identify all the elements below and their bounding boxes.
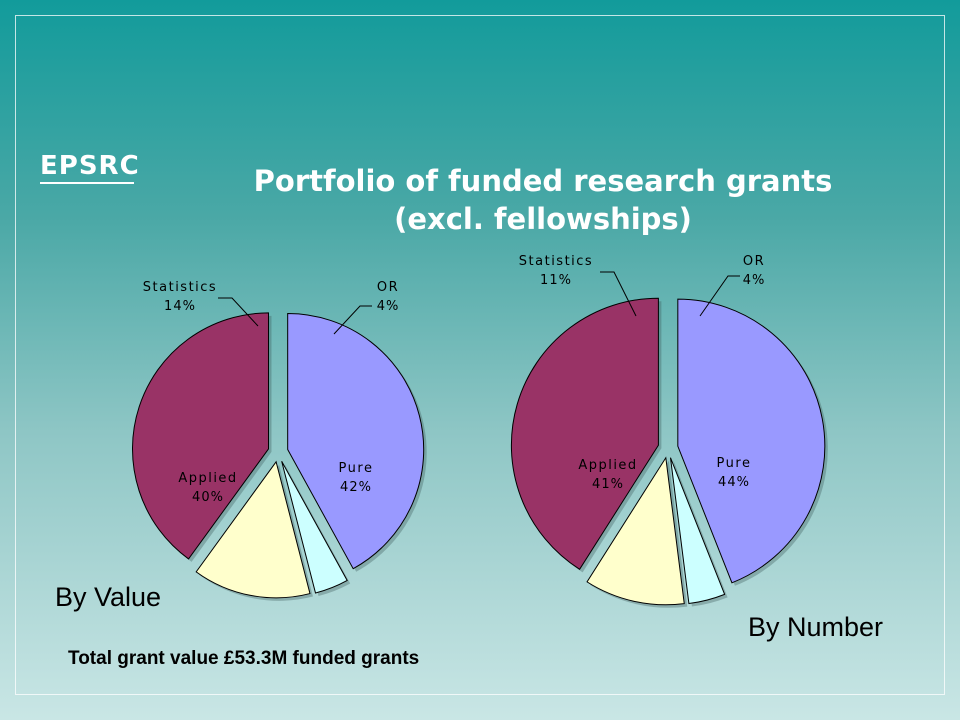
slice-label-or: OR xyxy=(743,254,765,269)
slice-statistics xyxy=(586,456,685,606)
slice-label-or: OR xyxy=(377,280,399,295)
slide-title: Portfolio of funded research grants (exc… xyxy=(180,162,906,238)
slice-pure xyxy=(677,298,826,584)
slice-label-statistics: Statistics xyxy=(519,254,593,269)
epsrc-logo: EPSRC xyxy=(40,151,140,181)
leader-line-or xyxy=(333,305,372,335)
slice-label-pure: Pure xyxy=(339,461,374,476)
slide-frame xyxy=(15,15,945,695)
slice-label-applied: Applied xyxy=(178,471,237,486)
slice-or xyxy=(281,461,348,594)
logo-underline xyxy=(40,182,134,184)
slice-statistics xyxy=(195,460,311,599)
slice-or xyxy=(669,457,726,605)
title-line-2: (excl. fellowships) xyxy=(394,202,692,236)
caption-by-value: By Value xyxy=(55,582,162,612)
title-line-1: Portfolio of funded research grants xyxy=(253,164,833,198)
pie-chart-by-number: Pure 44% OR 4% Statistics 11% Applied 41% xyxy=(510,254,828,608)
slice-applied xyxy=(510,297,659,571)
slice-percent-applied: 41% xyxy=(592,477,624,492)
leader-line-statistics xyxy=(600,271,637,317)
slice-label-applied: Applied xyxy=(578,458,637,473)
slice-percent-or: 4% xyxy=(377,299,400,314)
leader-line-or xyxy=(699,275,740,317)
slice-percent-statistics: 14% xyxy=(164,299,196,314)
slice-applied xyxy=(132,312,269,560)
slice-pure xyxy=(287,313,425,570)
slice-label-statistics: Statistics xyxy=(143,280,217,295)
leader-line-statistics xyxy=(218,297,259,327)
slice-percent-pure: 44% xyxy=(718,475,750,490)
slice-percent-pure: 42% xyxy=(340,480,372,495)
total-grant-note: Total grant value £53.3M funded grants xyxy=(68,648,420,669)
pie-chart-by-value: Pure 42% OR 4% Statistics 14% Applied 40% xyxy=(132,280,427,601)
slice-percent-statistics: 11% xyxy=(540,273,572,288)
caption-by-number: By Number xyxy=(748,612,884,642)
slice-percent-applied: 40% xyxy=(192,490,224,505)
slice-label-pure: Pure xyxy=(717,456,752,471)
slice-percent-or: 4% xyxy=(743,273,766,288)
